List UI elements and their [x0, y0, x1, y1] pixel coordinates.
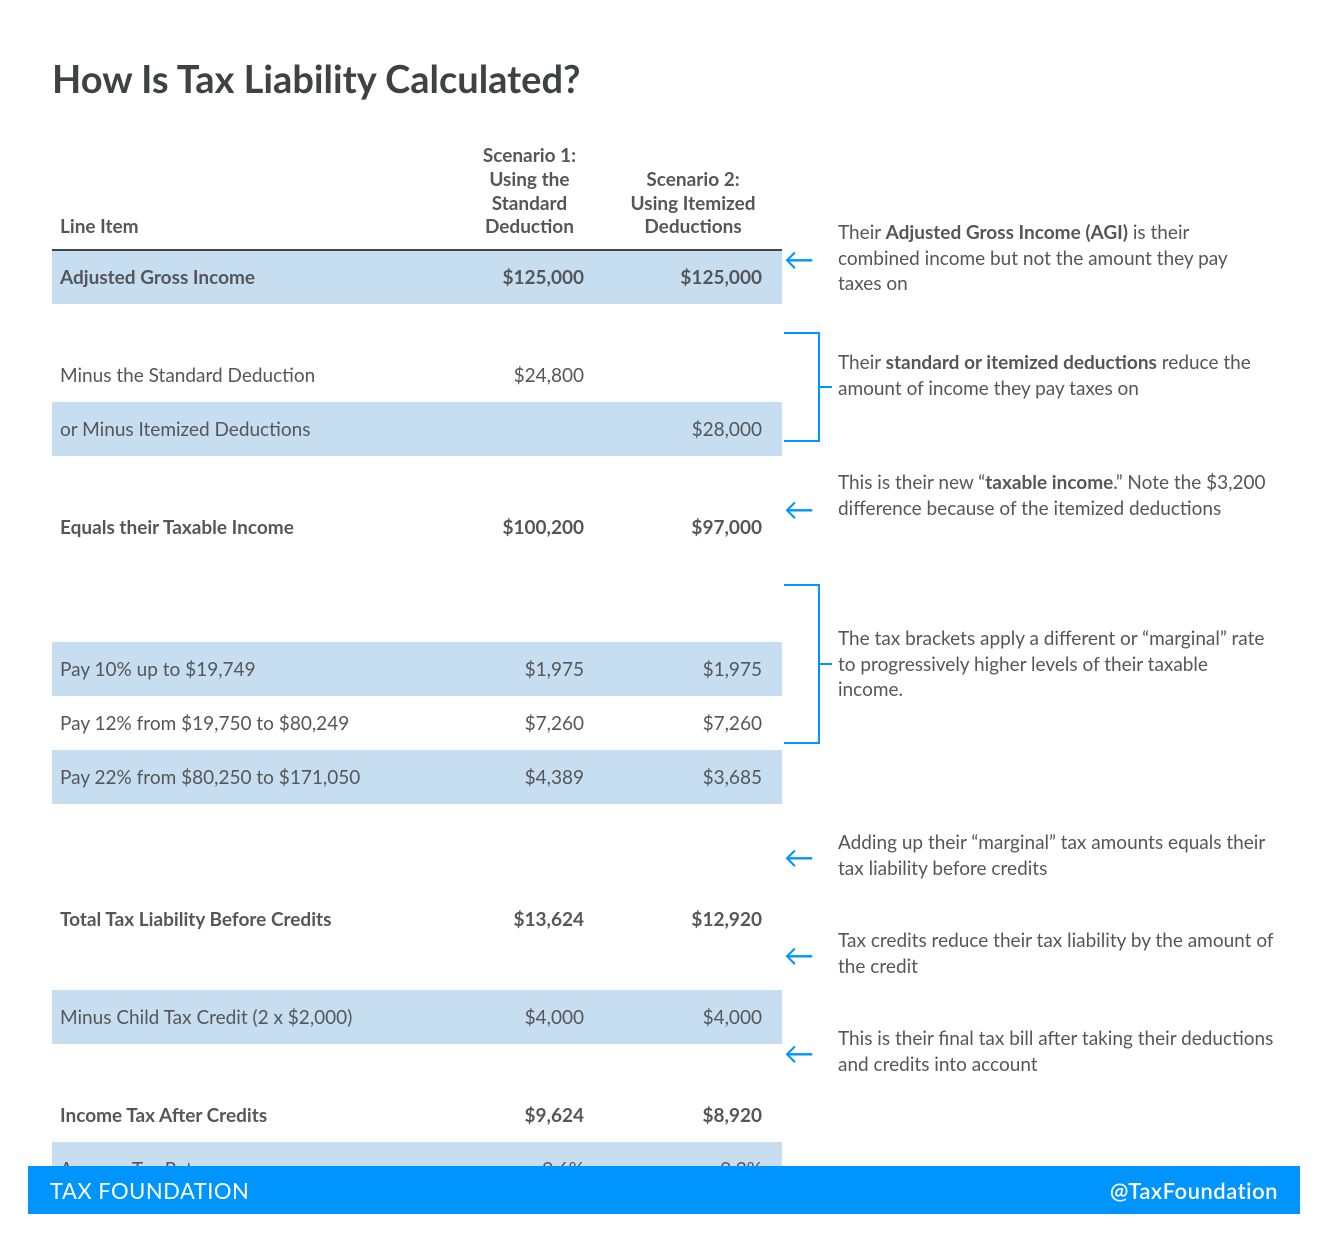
line-item-value: $3,685 [604, 750, 782, 804]
arrow-left-icon: ← [784, 842, 814, 872]
table-row-bracket22: Pay 22% from $80,250 to $171,050$4,389$3… [52, 750, 782, 804]
line-item-value: $97,000 [604, 500, 782, 554]
line-item-value: $125,000 [455, 250, 604, 304]
line-item-value: $13,624 [455, 892, 604, 946]
line-item-label: or Minus Itemized Deductions [52, 402, 455, 456]
col-header-scenario-1: Scenario 1:Using theStandardDeduction [455, 136, 604, 250]
table-row-agi: Adjusted Gross Income$125,000$125,000 [52, 250, 782, 304]
line-item-value: $7,260 [604, 696, 782, 750]
line-item-label: Pay 10% up to $19,749 [52, 642, 455, 696]
line-item-value: $28,000 [604, 402, 782, 456]
line-item-label: Pay 22% from $80,250 to $171,050 [52, 750, 455, 804]
table-row-bracket10: Pay 10% up to $19,749$1,975$1,975 [52, 642, 782, 696]
table-row-item_ded: or Minus Itemized Deductions $28,000 [52, 402, 782, 456]
table-row-bracket12: Pay 12% from $19,750 to $80,249$7,260$7,… [52, 696, 782, 750]
annotation-pre_credit: Adding up their “marginal” tax amounts e… [838, 830, 1274, 881]
line-item-label: Equals their Taxable Income [52, 500, 455, 554]
line-item-value: $12,920 [604, 892, 782, 946]
bracket-icon [784, 332, 820, 442]
table-row-pre_credit: Total Tax Liability Before Credits$13,62… [52, 892, 782, 946]
annotation-after_cred: This is their final tax bill after takin… [838, 1026, 1274, 1077]
page-title: How Is Tax Liability Calculated? [52, 56, 1284, 102]
line-item-label: Adjusted Gross Income [52, 250, 455, 304]
table-row-ctc: Minus Child Tax Credit (2 x $2,000)$4,00… [52, 990, 782, 1044]
annotation-taxable: This is their new “taxable income.” Note… [838, 470, 1274, 521]
line-item-value: $8,920 [604, 1088, 782, 1142]
line-item-value [455, 402, 604, 456]
line-item-value [604, 348, 782, 402]
annotation-brackets: The tax brackets apply a different or “m… [838, 626, 1274, 703]
footer-org: TAX FOUNDATION [50, 1177, 249, 1204]
line-item-value: $4,000 [455, 990, 604, 1044]
annotation-deductions: Their standard or itemized deductions re… [838, 350, 1274, 401]
footer-bar: TAX FOUNDATION @TaxFoundation [28, 1166, 1300, 1214]
arrow-left-icon: ← [784, 244, 814, 274]
line-item-label: Pay 12% from $19,750 to $80,249 [52, 696, 455, 750]
table-row-after_cred: Income Tax After Credits$9,624$8,920 [52, 1088, 782, 1142]
line-item-value: $4,000 [604, 990, 782, 1044]
connector-column: ← ← ← ← ← [782, 136, 838, 1196]
arrow-left-icon: ← [784, 940, 814, 970]
line-item-value: $125,000 [604, 250, 782, 304]
footer-handle: @TaxFoundation [1110, 1177, 1278, 1204]
col-header-line-item: Line Item [52, 136, 455, 250]
line-item-label: Total Tax Liability Before Credits [52, 892, 455, 946]
line-item-value: $1,975 [455, 642, 604, 696]
line-item-label: Minus Child Tax Credit (2 x $2,000) [52, 990, 455, 1044]
line-item-value: $7,260 [455, 696, 604, 750]
line-item-value: $24,800 [455, 348, 604, 402]
tax-liability-table: Line Item Scenario 1:Using theStandardDe… [52, 136, 782, 1196]
col-header-scenario-2: Scenario 2:Using ItemizedDeductions [604, 136, 782, 250]
bracket-icon [784, 584, 820, 744]
arrow-left-icon: ← [784, 494, 814, 524]
annotation-agi: Their Adjusted Gross Income (AGI) is the… [838, 220, 1274, 297]
line-item-label: Income Tax After Credits [52, 1088, 455, 1142]
line-item-label: Minus the Standard Deduction [52, 348, 455, 402]
annotation-ctc: Tax credits reduce their tax liability b… [838, 928, 1274, 979]
line-item-value: $4,389 [455, 750, 604, 804]
line-item-value: $9,624 [455, 1088, 604, 1142]
table-row-std_ded: Minus the Standard Deduction$24,800 [52, 348, 782, 402]
arrow-left-icon: ← [784, 1038, 814, 1068]
table-row-taxable: Equals their Taxable Income$100,200$97,0… [52, 500, 782, 554]
line-item-value: $100,200 [455, 500, 604, 554]
line-item-value: $1,975 [604, 642, 782, 696]
